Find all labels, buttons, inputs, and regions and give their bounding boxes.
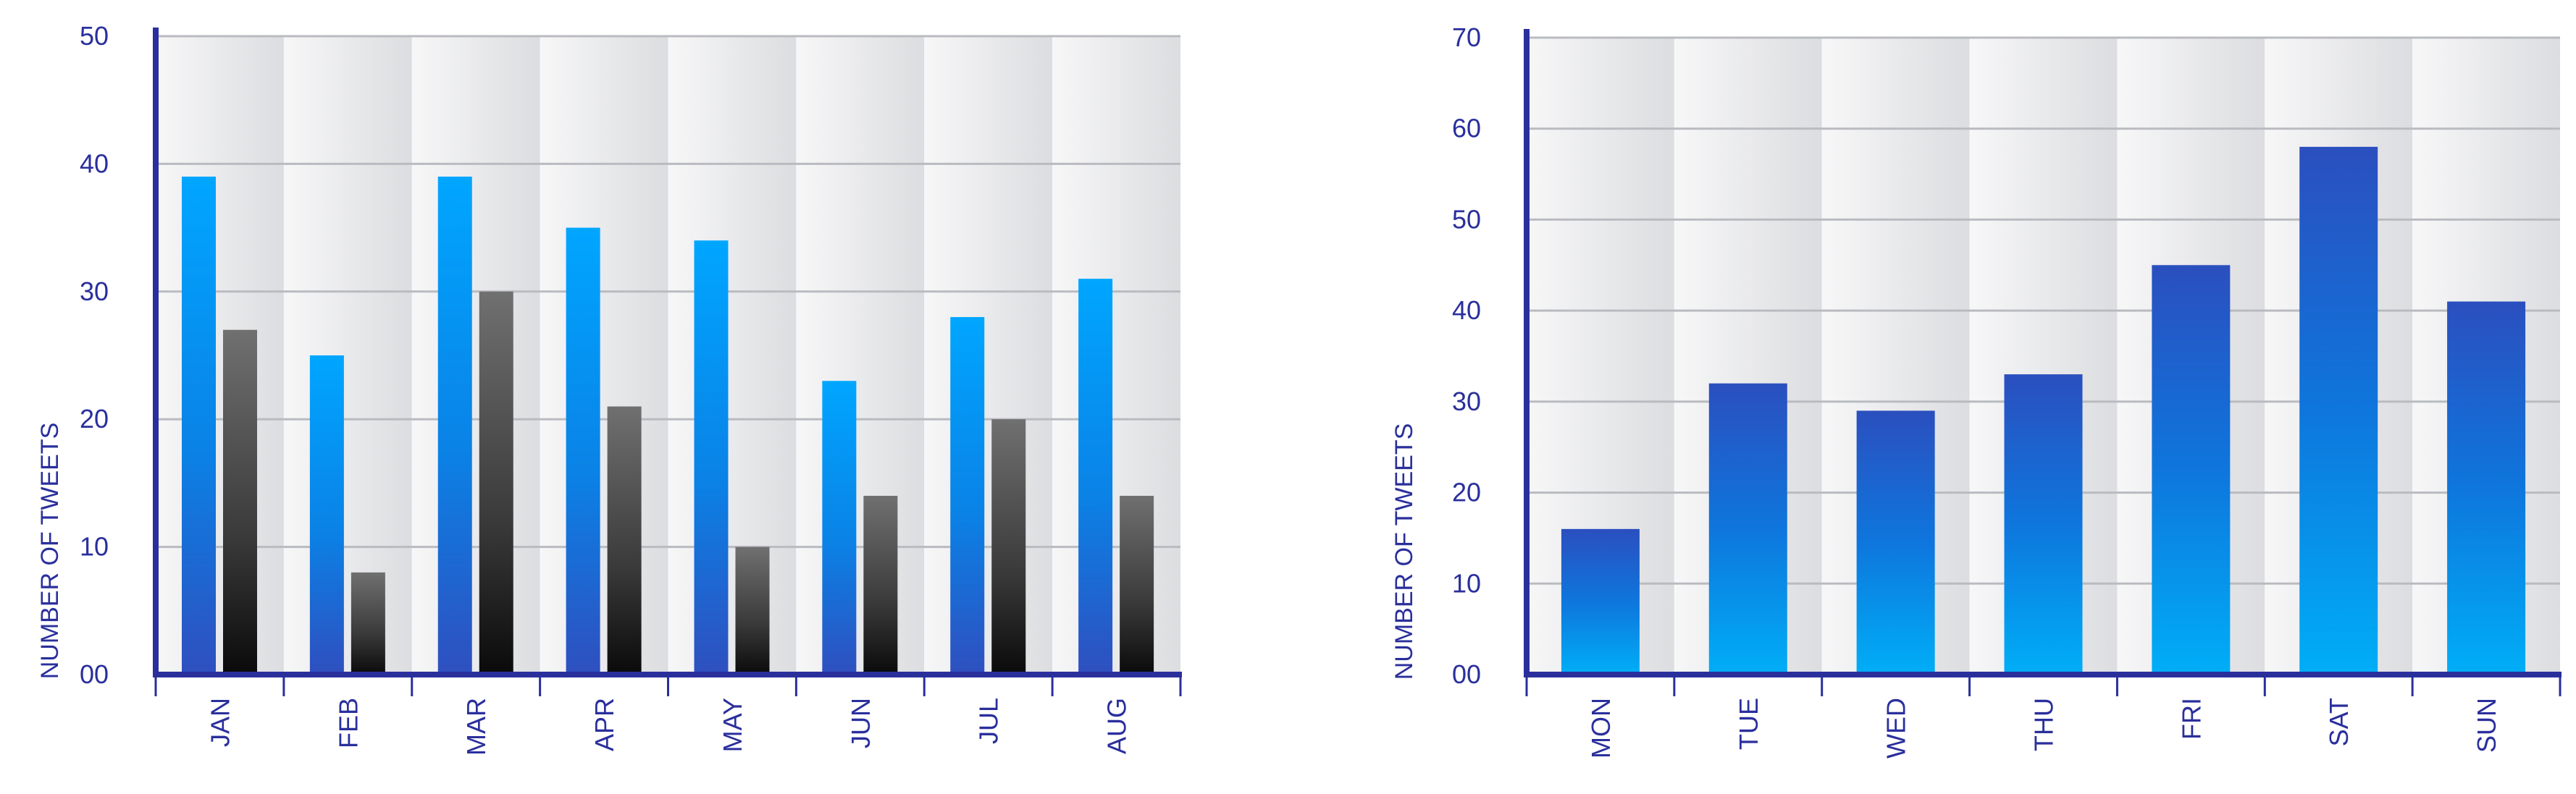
bar [1561, 528, 1640, 675]
y-tick-label: 00 [80, 659, 109, 689]
bar [822, 381, 857, 675]
y-tick-label: 10 [1452, 568, 1481, 598]
x-tick-label: AUG [1102, 698, 1132, 754]
weekday-tweets-chart: 00 10 20 30 40 50 60 70 MON TUE WED THU FRI SAT SUN NUM… [1390, 22, 2562, 759]
background-band [1052, 36, 1180, 675]
background-band [283, 36, 412, 675]
x-tick-label: TUE [1734, 698, 1763, 750]
background-band [924, 36, 1053, 675]
y-tick-label: 40 [80, 148, 109, 178]
background-band [411, 36, 540, 675]
y-tick-label: 20 [1452, 478, 1481, 507]
y-tick-label: 40 [1452, 295, 1481, 325]
bar [566, 227, 600, 675]
x-tick-label: FRI [2176, 698, 2206, 740]
background-band [796, 36, 925, 675]
bar [2152, 265, 2231, 675]
y-tick-label: 30 [80, 276, 109, 306]
y-axis-label: NUMBER OF TWEETS [1390, 423, 1418, 680]
bar [1708, 383, 1787, 675]
y-tick-label: 50 [1452, 204, 1481, 234]
bar [437, 177, 472, 675]
y-tick-label: 60 [1452, 114, 1481, 143]
x-tick-label: JAN [205, 698, 235, 747]
y-axis-label: NUMBER OF TWEETS [36, 423, 64, 680]
x-tick-label: SUN [2472, 698, 2501, 753]
x-tick-label: MAY [718, 698, 747, 752]
y-tick-label: 10 [80, 532, 109, 562]
background-band [668, 36, 797, 675]
bar [863, 496, 898, 675]
bar [735, 546, 770, 675]
monthly-tweets-chart: 00 10 20 30 40 50 JAN FEB MAR APR MAY JUN JUL AUG NUMB… [36, 21, 1182, 756]
y-tick-label: 20 [80, 404, 109, 434]
bar [1078, 279, 1113, 675]
bar [351, 572, 385, 675]
x-tick-label: JUN [846, 698, 876, 748]
bar [1120, 496, 1154, 675]
bar [991, 419, 1026, 675]
x-tick-label: WED [1881, 698, 1911, 759]
bar [479, 291, 513, 675]
background-band [156, 36, 284, 675]
x-tick-label: MAR [461, 698, 491, 756]
bar [2004, 374, 2083, 675]
y-tick-label: 30 [1452, 387, 1481, 416]
bar [607, 406, 642, 675]
bar [2447, 301, 2526, 675]
x-tick-label: JUL [974, 698, 1004, 744]
bar [694, 240, 729, 675]
y-tick-label: 50 [80, 21, 109, 51]
bar [309, 355, 344, 675]
x-tick-label: MON [1586, 698, 1616, 759]
bar [2299, 146, 2378, 675]
y-tick-label: 00 [1452, 659, 1481, 689]
x-tick-label: FEB [333, 698, 363, 748]
y-tick-label: 70 [1452, 22, 1481, 52]
bar [1856, 410, 1935, 675]
bar [182, 177, 216, 675]
x-tick-label: THU [2029, 698, 2059, 751]
x-tick-label: APR [590, 698, 619, 751]
background-band [540, 36, 668, 675]
x-tick-label: SAT [2324, 698, 2354, 746]
bar [950, 317, 985, 675]
bar [223, 329, 257, 675]
